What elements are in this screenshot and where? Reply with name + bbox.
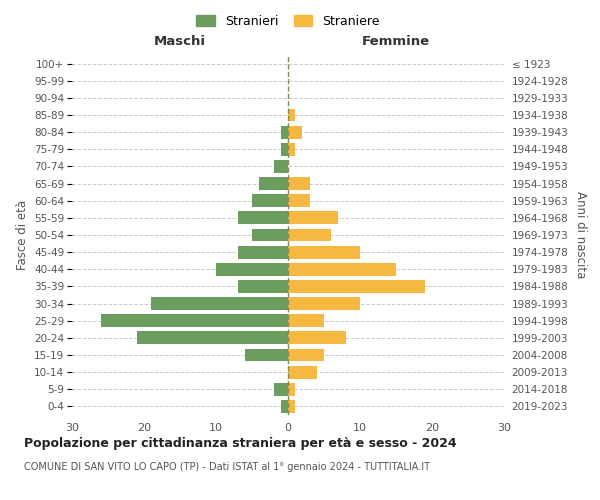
- Bar: [288, 348, 324, 362]
- Bar: [252, 194, 288, 207]
- Bar: [288, 212, 338, 224]
- Bar: [245, 348, 288, 362]
- Bar: [288, 297, 360, 310]
- Bar: [238, 246, 288, 258]
- Bar: [101, 314, 288, 327]
- Bar: [288, 263, 396, 276]
- Bar: [288, 194, 310, 207]
- Bar: [238, 280, 288, 293]
- Bar: [288, 177, 310, 190]
- Bar: [288, 400, 295, 413]
- Bar: [274, 160, 288, 173]
- Bar: [281, 400, 288, 413]
- Bar: [288, 314, 324, 327]
- Bar: [288, 280, 425, 293]
- Legend: Stranieri, Straniere: Stranieri, Straniere: [193, 11, 383, 32]
- Text: Maschi: Maschi: [154, 35, 206, 48]
- Text: COMUNE DI SAN VITO LO CAPO (TP) - Dati ISTAT al 1° gennaio 2024 - TUTTITALIA.IT: COMUNE DI SAN VITO LO CAPO (TP) - Dati I…: [24, 462, 430, 472]
- Bar: [288, 332, 346, 344]
- Bar: [288, 228, 331, 241]
- Bar: [288, 366, 317, 378]
- Bar: [281, 143, 288, 156]
- Text: Popolazione per cittadinanza straniera per età e sesso - 2024: Popolazione per cittadinanza straniera p…: [24, 438, 457, 450]
- Bar: [259, 177, 288, 190]
- Bar: [288, 126, 302, 138]
- Y-axis label: Anni di nascita: Anni di nascita: [574, 192, 587, 278]
- Bar: [288, 143, 295, 156]
- Bar: [216, 263, 288, 276]
- Text: Femmine: Femmine: [362, 35, 430, 48]
- Bar: [137, 332, 288, 344]
- Bar: [281, 126, 288, 138]
- Bar: [238, 212, 288, 224]
- Y-axis label: Fasce di età: Fasce di età: [16, 200, 29, 270]
- Bar: [288, 246, 360, 258]
- Bar: [274, 383, 288, 396]
- Bar: [151, 297, 288, 310]
- Bar: [288, 383, 295, 396]
- Bar: [252, 228, 288, 241]
- Bar: [288, 108, 295, 122]
